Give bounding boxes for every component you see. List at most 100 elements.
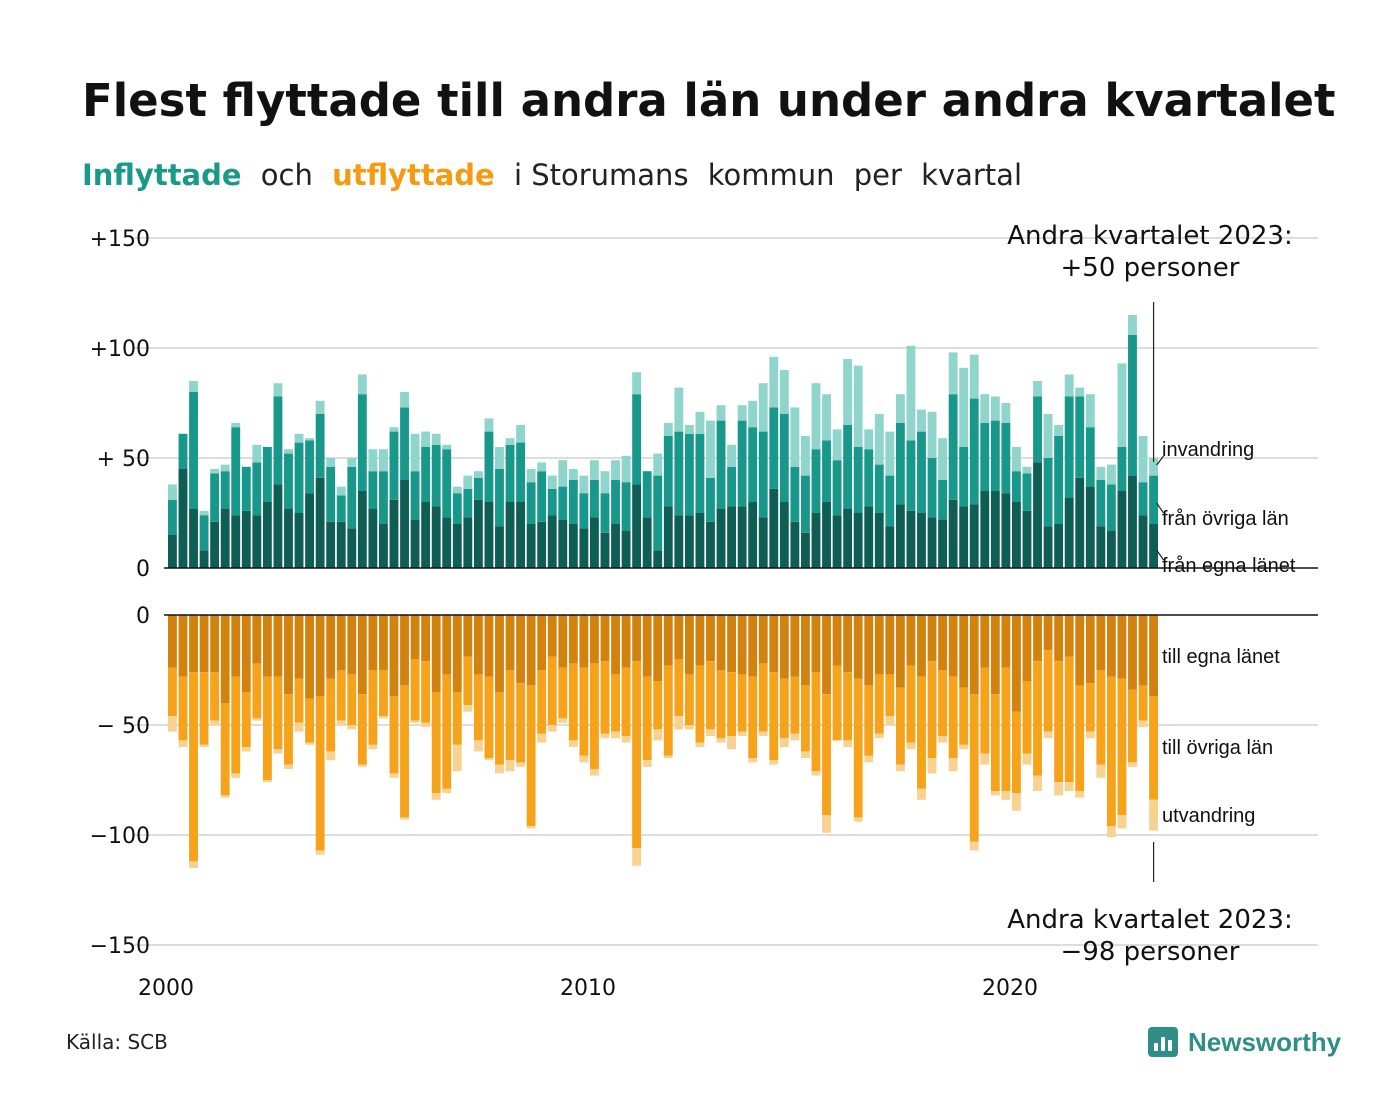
bar-in-other (168, 499, 177, 535)
bar-out-other (727, 672, 737, 736)
bar-in-other (684, 433, 694, 516)
bar-in-own (547, 515, 557, 568)
bar-out-emig (1033, 775, 1042, 791)
bar-out-other (948, 676, 958, 758)
bar-out-own (463, 615, 473, 657)
bar-out-own (189, 615, 198, 673)
bar-out-own (927, 615, 937, 662)
bar-in-immig (1043, 414, 1053, 458)
bar-out-other (748, 676, 758, 758)
bar-in-other (315, 414, 325, 478)
bar-out-own (315, 615, 325, 697)
bar-in-own (1085, 486, 1095, 568)
bar-in-other (210, 473, 220, 522)
source-note: Källa: SCB (66, 1030, 168, 1054)
bar-out-emig (1117, 815, 1127, 829)
bar-out-emig (421, 722, 431, 728)
bar-in-own (347, 528, 357, 568)
bar-out-own (484, 615, 494, 677)
bar-in-own (558, 519, 568, 568)
bar-out-other (600, 661, 610, 734)
bar-in-own (1043, 526, 1053, 568)
bar-out-emig (1075, 791, 1085, 798)
bar-in-own (611, 524, 620, 568)
bar-in-other (421, 447, 431, 502)
bar-in-own (748, 502, 758, 568)
bar-in-other (990, 420, 1000, 491)
bar-out-emig (463, 705, 473, 712)
bar-out-emig (790, 733, 800, 741)
bar-out-other (980, 667, 990, 754)
bar-in-immig (969, 354, 979, 399)
bar-in-immig (621, 455, 631, 483)
bar-in-own (832, 515, 842, 568)
bar-in-own (199, 550, 209, 568)
bar-out-own (695, 615, 705, 666)
bar-out-emig (379, 716, 388, 719)
bar-in-immig (864, 429, 874, 450)
bar-out-emig (980, 753, 990, 765)
bar-out-own (1085, 615, 1095, 684)
bar-in-other (769, 407, 779, 489)
bar-out-emig (1001, 791, 1011, 800)
bar-in-own (273, 484, 283, 568)
bar-out-other (716, 670, 726, 739)
bar-out-emig (484, 758, 494, 761)
bar-in-other (262, 447, 272, 502)
bar-out-emig (642, 760, 652, 767)
bar-in-own (706, 521, 715, 568)
bar-out-own (1022, 615, 1032, 681)
series-label-in: från egna länet (1162, 555, 1296, 577)
newsworthy-logo-icon (1148, 1027, 1178, 1057)
bar-out-emig (695, 742, 705, 747)
bar-out-emig (241, 747, 251, 752)
bar-out-own (674, 615, 684, 659)
bar-out-own (305, 615, 315, 699)
bar-in-own (241, 510, 251, 568)
bar-in-other (874, 464, 884, 513)
bar-in-immig (716, 405, 726, 421)
bar-in-immig (558, 460, 568, 487)
bar-in-other (1096, 480, 1106, 527)
bar-out-own (568, 615, 578, 664)
bar-in-own (516, 502, 526, 568)
bar-out-other (959, 687, 969, 745)
bar-out-other (558, 667, 568, 719)
bar-in-other (959, 447, 969, 507)
bar-out-other (874, 674, 884, 734)
x-tick-label: 2020 (982, 976, 1038, 1001)
bar-out-own (737, 615, 747, 675)
bar-out-own (948, 615, 958, 677)
bar-in-own (389, 499, 399, 568)
bar-out-other (790, 676, 800, 734)
bar-in-immig (832, 429, 842, 461)
bar-out-own (336, 615, 346, 670)
bar-out-emig (590, 769, 599, 776)
bar-in-own (917, 513, 926, 568)
bar-out-own (1033, 615, 1042, 662)
bar-in-own (674, 515, 684, 568)
bar-out-emig (1054, 782, 1064, 796)
series-label-out: till övriga län (1162, 737, 1273, 759)
bar-out-emig (621, 736, 631, 743)
bar-out-own (473, 615, 483, 675)
bar-out-own (442, 615, 452, 675)
bar-in-immig (948, 352, 958, 395)
bar-out-other (389, 696, 399, 774)
bar-out-other (178, 676, 188, 741)
bar-out-own (220, 615, 230, 703)
bar-out-own (822, 615, 831, 695)
bar-in-other (431, 444, 441, 507)
bar-out-own (273, 615, 283, 677)
bar-in-immig (400, 392, 409, 408)
bar-out-other (590, 663, 599, 769)
bar-in-immig (579, 475, 589, 494)
bar-out-emig (632, 848, 642, 866)
bar-in-other (579, 493, 589, 529)
bar-out-emig (917, 788, 926, 800)
bar-in-other (1138, 482, 1148, 516)
bar-out-other (895, 687, 905, 765)
bar-in-immig (663, 422, 673, 436)
x-tick-label: 2000 (138, 976, 194, 1001)
bar-in-own (294, 513, 304, 568)
